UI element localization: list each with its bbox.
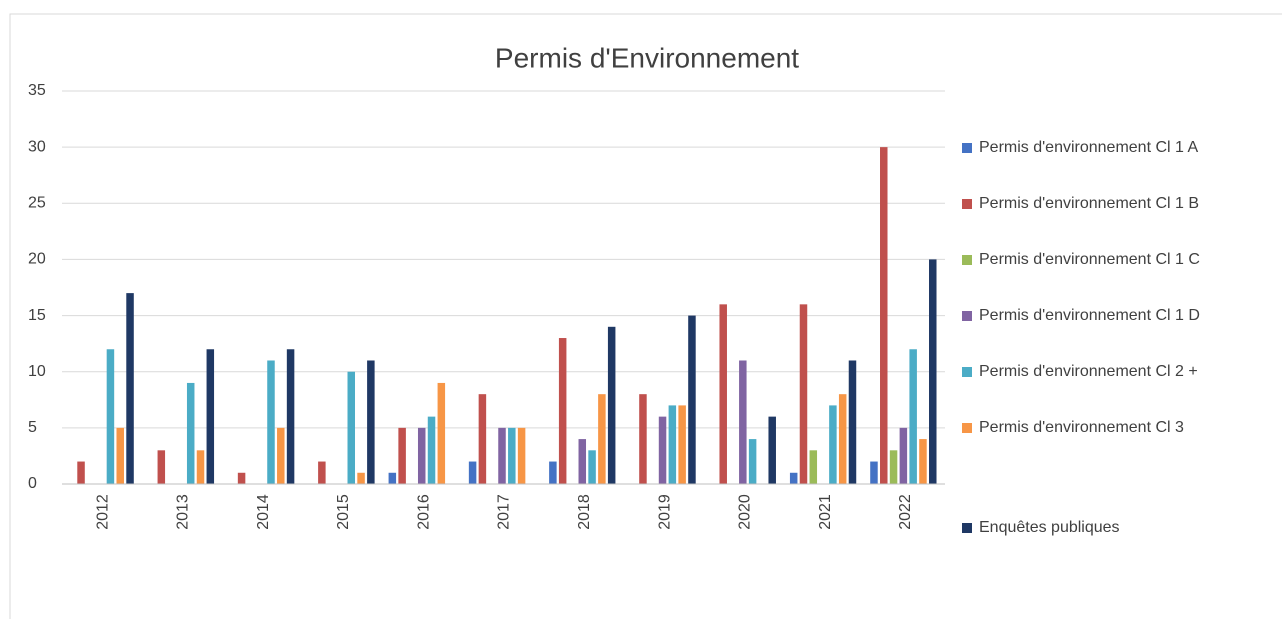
x-tick-label: 2020: [737, 494, 754, 530]
bar: [838, 394, 847, 484]
bar: [157, 450, 166, 484]
y-tick-label: 30: [28, 138, 46, 155]
x-tick-label: 2022: [897, 494, 914, 530]
bar: [598, 394, 606, 484]
bar: [106, 349, 115, 484]
legend-swatch: [962, 523, 972, 533]
x-tick-label: 2017: [496, 494, 513, 530]
y-tick-label: 5: [28, 419, 37, 436]
x-tick-label: 2014: [255, 494, 272, 530]
bar: [919, 439, 927, 484]
bar: [889, 450, 898, 484]
x-tick-label: 2019: [656, 494, 673, 530]
bar: [398, 427, 406, 484]
chart-title: Permis d'Environnement: [495, 42, 799, 73]
legend-swatch: [962, 423, 972, 433]
y-tick-label: 35: [28, 82, 46, 99]
bar: [929, 259, 937, 484]
bar: [688, 315, 696, 484]
bar: [668, 405, 677, 484]
legend-label: Permis d'environnement Cl 1 C: [979, 251, 1200, 268]
bar: [558, 338, 567, 484]
bar: [588, 450, 596, 484]
bar: [286, 349, 295, 484]
bar: [578, 439, 587, 484]
bar: [789, 472, 798, 484]
y-tick-label: 25: [28, 195, 46, 212]
x-tick-label: 2016: [415, 494, 432, 530]
y-tick-label: 20: [28, 251, 46, 268]
legend-swatch: [962, 255, 972, 265]
legend-label: Permis d'environnement Cl 2 +: [979, 363, 1198, 380]
bar: [829, 405, 837, 484]
bar: [678, 405, 686, 484]
bar: [870, 461, 878, 484]
bar: [417, 427, 426, 484]
bar: [437, 382, 446, 484]
legend-swatch: [962, 311, 972, 321]
x-tick-label: 2018: [576, 494, 593, 530]
bar: [517, 427, 526, 484]
legend-swatch: [962, 367, 972, 377]
bar: [880, 147, 888, 484]
x-tick-label: 2015: [335, 494, 352, 530]
bar: [186, 382, 195, 484]
bar: [388, 472, 397, 484]
bar: [658, 416, 667, 484]
bar: [809, 450, 818, 484]
legend-label: Permis d'environnement Cl 1 D: [979, 307, 1200, 324]
bar: [196, 450, 205, 484]
bar: [768, 416, 776, 484]
x-tick-label: 2021: [817, 494, 834, 530]
legend-label: Enquêtes publiques: [979, 519, 1120, 536]
bar: [478, 394, 487, 484]
bar: [799, 304, 808, 484]
bar: [748, 439, 757, 484]
bar: [267, 360, 275, 484]
y-tick-label: 0: [28, 475, 37, 492]
chart-border: [9, 13, 1282, 619]
bar: [126, 293, 134, 484]
bar: [367, 360, 375, 484]
bar: [77, 461, 85, 484]
bar: [739, 360, 747, 484]
x-tick-label: 2013: [175, 494, 192, 530]
bar: [909, 349, 917, 484]
bar: [848, 360, 857, 484]
legend-label: Permis d'environnement Cl 1 A: [979, 139, 1198, 156]
bar: [899, 427, 908, 484]
bar: [498, 427, 506, 484]
bar: [116, 427, 124, 484]
bar: [639, 394, 647, 484]
legend-label: Permis d'environnement Cl 1 B: [979, 195, 1199, 212]
bar: [318, 461, 326, 484]
bar: [719, 304, 727, 484]
x-tick-label: 2012: [94, 494, 111, 530]
legend-swatch: [962, 143, 972, 153]
bar: [357, 472, 365, 484]
y-tick-label: 10: [28, 363, 46, 380]
bar: [206, 349, 215, 484]
bar: [607, 326, 616, 484]
y-tick-label: 15: [28, 307, 46, 324]
bar: [427, 416, 436, 484]
bar: [468, 461, 477, 484]
bar: [508, 427, 516, 484]
bar: [347, 371, 356, 484]
legend-label: Permis d'environnement Cl 3: [979, 419, 1184, 436]
legend-swatch: [962, 199, 972, 209]
bar: [549, 461, 557, 484]
bar: [277, 427, 285, 484]
bar: [237, 472, 246, 484]
